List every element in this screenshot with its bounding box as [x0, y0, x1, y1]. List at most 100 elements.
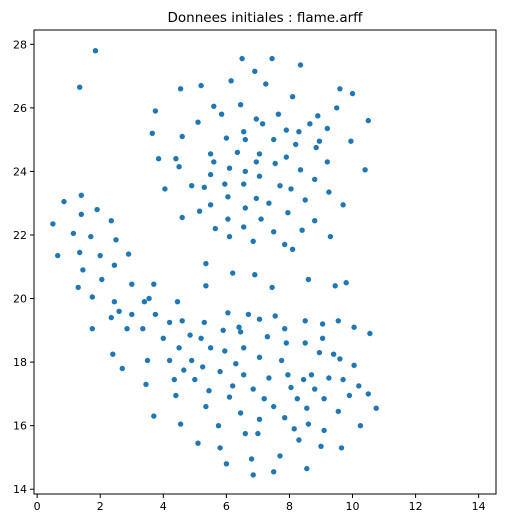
data-point — [266, 200, 272, 206]
data-point — [152, 108, 159, 114]
data-point — [237, 102, 244, 108]
data-point — [256, 416, 263, 422]
data-point — [144, 357, 151, 364]
data-point — [201, 319, 207, 326]
data-point — [179, 318, 185, 324]
data-point — [297, 62, 304, 68]
data-point — [203, 283, 209, 289]
data-point — [198, 82, 204, 89]
data-point — [77, 84, 83, 90]
data-point — [365, 391, 371, 397]
data-point — [316, 138, 323, 144]
data-point — [252, 68, 258, 75]
data-point — [140, 326, 146, 332]
data-point — [89, 294, 96, 300]
data-point — [203, 260, 209, 267]
data-point — [305, 421, 312, 427]
x-tick-label: 14 — [472, 500, 486, 513]
data-point — [222, 348, 228, 354]
chart-title: Donnees initiales : flame.arff — [168, 10, 364, 26]
data-point — [94, 206, 100, 213]
data-point — [50, 221, 56, 227]
y-tick-label: 26 — [13, 102, 27, 115]
data-point — [289, 94, 296, 100]
x-axis-ticks: 0 2 4 6 8 10 12 14 — [34, 494, 486, 513]
data-point — [253, 195, 259, 202]
data-point — [269, 284, 275, 291]
y-tick-label: 20 — [13, 293, 27, 306]
data-point — [152, 311, 159, 318]
data-point — [179, 214, 185, 221]
data-point — [278, 357, 285, 364]
data-point — [316, 349, 323, 356]
data-point — [141, 299, 148, 305]
data-point — [230, 383, 236, 389]
data-point — [242, 168, 248, 175]
y-tick-label: 24 — [13, 165, 27, 178]
data-point — [340, 376, 346, 383]
data-point — [215, 423, 222, 429]
data-point — [151, 413, 157, 419]
data-point — [272, 160, 278, 167]
data-point — [338, 445, 345, 451]
data-point — [196, 208, 203, 214]
data-point — [256, 173, 263, 179]
data-point — [192, 376, 198, 383]
data-point — [225, 310, 231, 316]
data-point — [155, 156, 162, 162]
data-point — [307, 121, 313, 127]
data-point — [206, 388, 212, 394]
data-point — [242, 205, 248, 211]
data-point — [302, 340, 308, 346]
data-point — [312, 386, 318, 392]
data-point — [291, 426, 297, 432]
data-point — [277, 183, 283, 189]
data-point — [111, 299, 118, 305]
data-point — [259, 121, 266, 127]
data-point — [271, 403, 277, 410]
data-point — [326, 375, 332, 381]
data-point — [108, 218, 115, 224]
data-point — [365, 117, 371, 124]
y-axis-ticks: 14 16 18 20 22 24 26 28 — [13, 38, 34, 496]
data-point — [343, 280, 349, 286]
data-point — [119, 365, 126, 372]
data-point — [261, 396, 267, 402]
data-point — [173, 156, 179, 162]
data-point — [189, 183, 195, 189]
data-point — [207, 171, 214, 178]
data-point — [230, 270, 236, 276]
data-point — [223, 461, 230, 467]
data-point — [327, 233, 334, 240]
data-point — [330, 351, 337, 357]
data-point — [75, 284, 81, 291]
data-point — [348, 138, 354, 144]
data-point — [282, 326, 288, 332]
data-point — [239, 55, 245, 62]
data-point — [253, 159, 259, 165]
data-point — [285, 210, 291, 216]
data-point — [200, 364, 206, 370]
data-point — [253, 116, 259, 122]
data-point — [351, 362, 357, 368]
data-point — [282, 415, 288, 421]
data-point — [304, 465, 310, 472]
data-point — [211, 103, 217, 110]
data-point — [318, 443, 324, 449]
data-point — [256, 354, 263, 360]
data-point — [324, 159, 330, 165]
data-point — [305, 276, 312, 283]
data-point — [226, 165, 233, 171]
x-tick-label: 2 — [97, 500, 104, 513]
data-point — [203, 403, 209, 410]
data-point — [256, 316, 263, 322]
data-point — [92, 48, 99, 54]
data-point — [250, 472, 256, 478]
x-tick-label: 10 — [346, 500, 360, 513]
data-point — [297, 167, 304, 173]
data-point — [61, 198, 67, 205]
data-point — [289, 246, 296, 252]
data-point — [312, 218, 318, 224]
data-point — [77, 249, 83, 256]
data-point — [315, 113, 321, 119]
